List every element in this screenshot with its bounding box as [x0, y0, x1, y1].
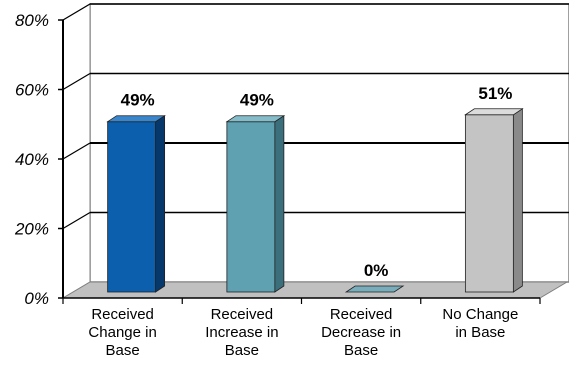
category-label: Received Decrease in Base	[321, 306, 401, 359]
y-tick-label: 40%	[15, 150, 49, 169]
y-tick-label: 60%	[15, 81, 49, 100]
bar	[225, 114, 286, 293]
bar-front	[464, 114, 514, 293]
y-axis-tick-labels: 0% 20% 40% 60% 80%	[14, 11, 49, 308]
bar-front	[107, 121, 157, 293]
bar-side	[155, 114, 166, 293]
gridline-side	[62, 3, 91, 21]
bar-top	[344, 285, 405, 293]
data-label: 0%	[364, 261, 389, 280]
bar-top	[106, 115, 166, 123]
bar-top	[464, 108, 524, 116]
bars	[106, 108, 524, 293]
y-tick-label: 80%	[15, 11, 49, 30]
category-label: Received Change in Base	[88, 306, 156, 359]
bar-top	[225, 115, 286, 123]
y-tick-label: 20%	[14, 220, 49, 239]
data-labels: 49% 49% 0% 51%	[121, 84, 513, 280]
category-labels: Received Change in Base Received Increase in…	[88, 306, 518, 359]
category-label: No Change in Base	[442, 306, 518, 341]
category-label: Received Increase in Base	[205, 306, 278, 359]
data-label: 49%	[240, 91, 274, 110]
bar	[464, 108, 524, 293]
gridline-side	[62, 211, 91, 230]
bar-front	[226, 121, 276, 293]
gridline-side	[62, 142, 91, 160]
axes	[58, 19, 541, 304]
bar-side	[274, 114, 285, 293]
data-label: 51%	[478, 84, 512, 103]
gridlines	[62, 3, 569, 230]
y-tick-label: 0%	[24, 289, 49, 308]
bar	[344, 285, 405, 293]
data-label: 49%	[121, 91, 155, 110]
gridline-side	[62, 72, 91, 91]
bar-side	[512, 108, 523, 293]
bar	[106, 114, 166, 293]
